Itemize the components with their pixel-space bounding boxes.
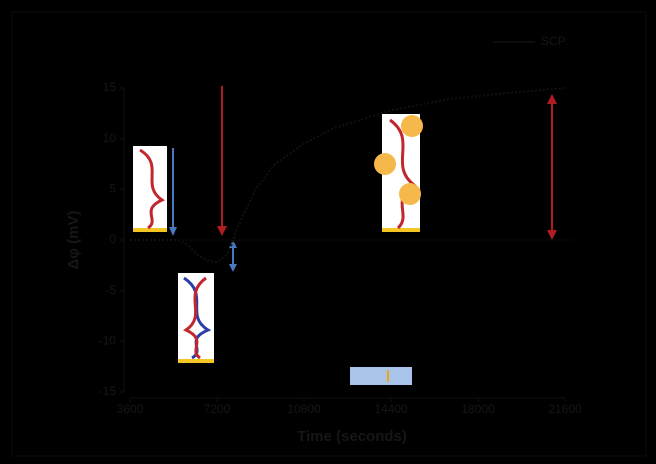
dna-middle [178,273,214,363]
inset-box [350,367,412,385]
legend-label: SCP [541,34,566,48]
y-tick-label: 15 [103,80,117,94]
dna-left [133,146,167,232]
y-axis-label: Δφ (mV) [65,210,82,269]
y-tick-label: -15 [99,384,117,398]
y-tick-label: -5 [105,283,116,297]
x-tick-label: 3600 [117,402,144,416]
x-tick-label: 10800 [287,402,321,416]
x-tick-label: 18000 [461,402,495,416]
x-tick-label: 21600 [548,402,582,416]
chart: Time (seconds) Δφ (mV) -15 -10 -5 0 5 10 15 360… [0,0,656,464]
x-tick-label: 7200 [204,402,231,416]
x-axis-label: Time (seconds) [297,428,407,445]
y-tick-label: 0 [109,232,116,246]
page: Time (seconds) Δφ (mV) -15 -10 -5 0 5 10 15 360… [0,0,656,464]
y-tick-label: 10 [103,131,117,145]
y-tick-label: -10 [99,334,117,348]
x-tick-label: 14400 [374,402,408,416]
y-tick-label: 5 [109,182,116,196]
